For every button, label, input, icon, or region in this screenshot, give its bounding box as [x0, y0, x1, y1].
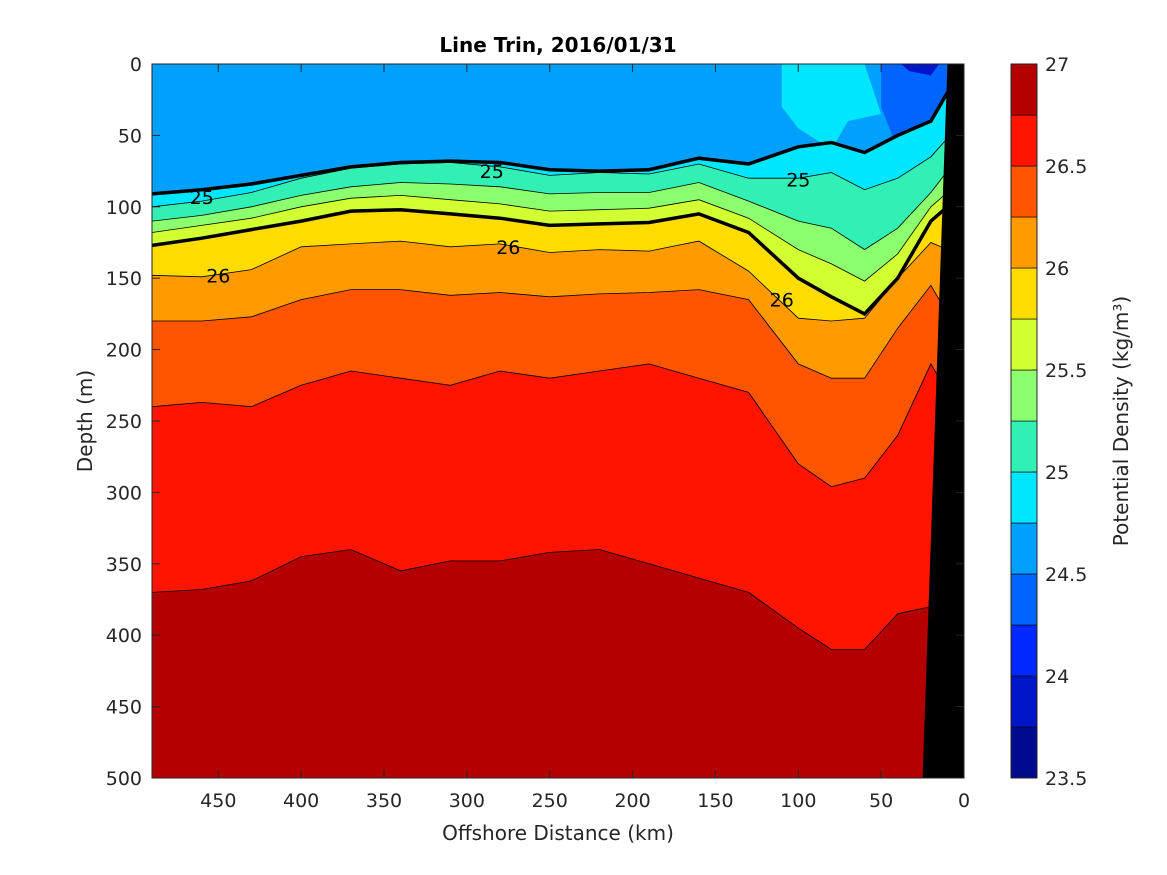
x-tick-label: 50 — [869, 790, 893, 812]
colorbar-tick-label: 26.5 — [1045, 156, 1087, 178]
x-tick-label: 100 — [780, 790, 816, 812]
colorbar-segment — [1010, 318, 1038, 371]
contour-label: 25 — [190, 187, 214, 209]
y-tick-label: 450 — [106, 697, 142, 719]
y-axis-label: Depth (m) — [73, 370, 97, 472]
contour-label: 26 — [496, 237, 520, 259]
y-tick-label: 300 — [106, 482, 142, 504]
x-tick-label: 250 — [532, 790, 568, 812]
plot-area: 25 25 25 26 26 26 — [152, 64, 964, 778]
y-tick-label: 350 — [106, 554, 142, 576]
colorbar-segment — [1010, 63, 1038, 116]
x-tick-label: 0 — [958, 790, 970, 812]
colorbar-label: Potential Density (kg/m³) — [1109, 296, 1133, 547]
y-tick-label: 100 — [106, 197, 142, 219]
contour-label: 26 — [770, 290, 794, 312]
contour-label: 25 — [480, 161, 504, 183]
colorbar-segment — [1010, 675, 1038, 728]
colorbar — [1010, 63, 1038, 779]
bathymetry-mask — [922, 64, 964, 778]
x-tick-label: 450 — [200, 790, 236, 812]
contour-line-d25_00 — [152, 91, 949, 196]
y-tick-label: 500 — [106, 768, 142, 790]
colorbar-tick-label: 25 — [1045, 462, 1069, 484]
colorbar-segment — [1010, 267, 1038, 320]
colorbar-frame — [1010, 63, 1038, 779]
x-tick-label: 200 — [614, 790, 650, 812]
band-cyan-patch — [781, 64, 882, 150]
x-axis-label: Offshore Distance (km) — [442, 821, 674, 845]
x-tick-label: 300 — [449, 790, 485, 812]
colorbar-segment — [1010, 624, 1038, 677]
x-axis: 450 400 350 300 250 200 150 100 50 0 — [200, 64, 970, 812]
colorbar-axis: 27 26.5 26 25.5 25 24.5 24 23.5 — [1032, 54, 1087, 790]
y-tick-label: 200 — [106, 340, 142, 362]
colorbar-segment — [1010, 114, 1038, 167]
contour-label: 25 — [786, 170, 810, 192]
colorbar-tick-label: 24 — [1045, 666, 1069, 688]
band-blue-patch — [881, 64, 948, 150]
colorbar-tick-label: 27 — [1045, 54, 1069, 76]
colorbar-tick-label: 25.5 — [1045, 360, 1087, 382]
colorbar-segment — [1010, 369, 1038, 422]
colorbar-tick-label: 23.5 — [1045, 768, 1087, 790]
colorbar-segment — [1010, 471, 1038, 524]
y-tick-label: 250 — [106, 411, 142, 433]
y-tick-label: 400 — [106, 625, 142, 647]
colorbar-tick-label: 24.5 — [1045, 564, 1087, 586]
colorbar-segment — [1010, 165, 1038, 218]
y-tick-label: 0 — [130, 54, 142, 76]
y-tick-label: 150 — [106, 268, 142, 290]
colorbar-tick-label: 26 — [1045, 258, 1069, 280]
x-tick-label: 350 — [366, 790, 402, 812]
y-tick-label: 50 — [118, 125, 142, 147]
colorbar-segment — [1010, 726, 1038, 779]
chart-title: Line Trin, 2016/01/31 — [439, 33, 676, 57]
colorbar-segment — [1010, 420, 1038, 473]
x-tick-label: 400 — [283, 790, 319, 812]
contour-label: 26 — [206, 265, 230, 287]
band-deep-blue-patch — [901, 64, 940, 76]
contour-line-d26_00 — [152, 205, 949, 317]
colorbar-segment — [1010, 573, 1038, 626]
colorbar-segment — [1010, 522, 1038, 575]
x-tick-label: 150 — [697, 790, 733, 812]
y-axis: 0 50 100 150 200 250 300 350 400 450 500 — [106, 54, 964, 790]
colorbar-segment — [1010, 216, 1038, 269]
